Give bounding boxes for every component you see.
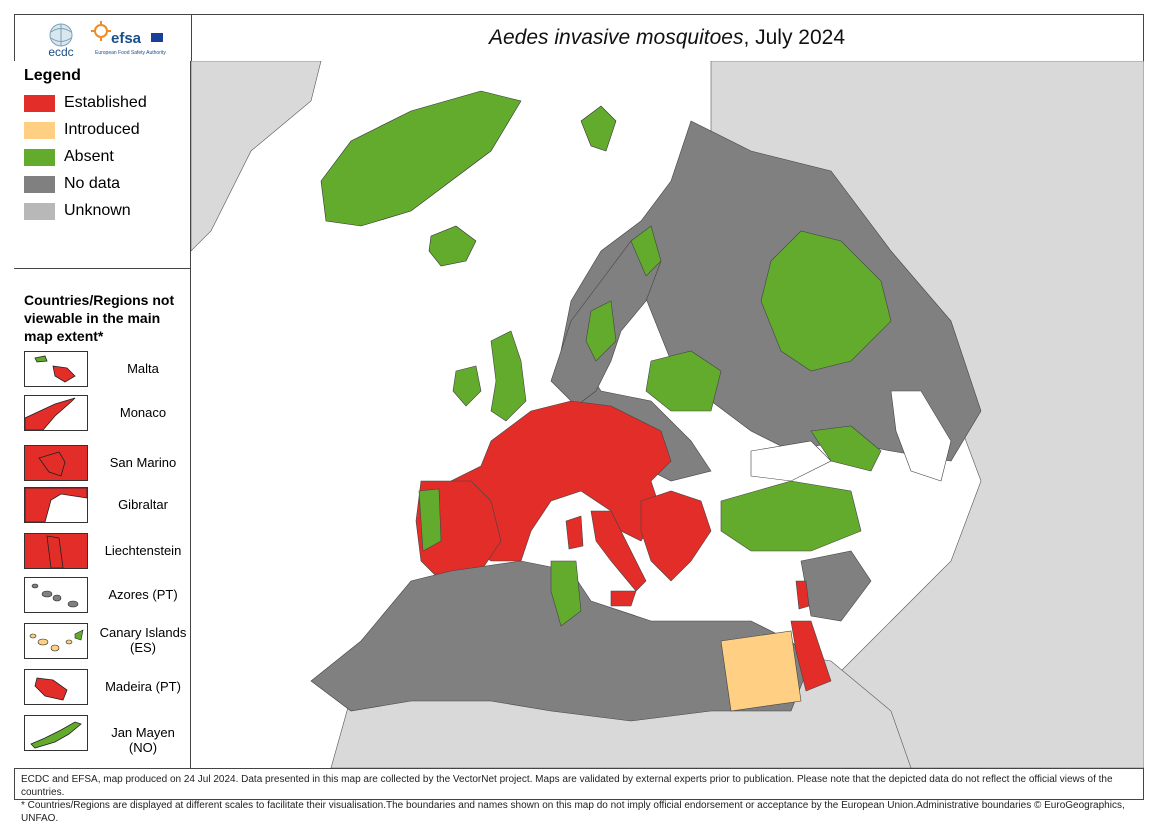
caspian-sea bbox=[890, 390, 952, 482]
madeira-shape-icon bbox=[34, 677, 68, 701]
map-title-italic: Aedes invasive mosquitoes bbox=[488, 26, 744, 49]
region-ireland bbox=[452, 365, 482, 407]
legend-item-absent: Absent bbox=[24, 148, 114, 166]
region-norway-north bbox=[630, 225, 662, 277]
main-map[interactable] bbox=[191, 61, 1144, 768]
legend-item-unknown: Unknown bbox=[24, 202, 131, 220]
gibraltar-shape-icon bbox=[24, 487, 88, 523]
ecdc-logo-text: ecdc bbox=[48, 45, 73, 59]
region-egypt-established bbox=[790, 620, 832, 692]
region-italy bbox=[590, 510, 647, 592]
legend-swatch-absent bbox=[24, 148, 55, 166]
map-svg bbox=[191, 61, 1144, 768]
inset-label-madeira: Madeira (PT) bbox=[105, 679, 181, 694]
footer-line-1: ECDC and EFSA, map produced on 24 Jul 20… bbox=[21, 774, 1113, 798]
region-levant bbox=[795, 580, 810, 610]
inset-malta bbox=[24, 351, 88, 387]
legend-swatch-introduced bbox=[24, 121, 55, 139]
legend-swatch-established bbox=[24, 94, 55, 112]
inset-jan-mayen bbox=[24, 715, 88, 751]
legend-item-no-data: No data bbox=[24, 175, 120, 193]
monaco-shape-icon bbox=[24, 397, 76, 431]
legend-label: Established bbox=[64, 94, 147, 111]
land-north-america bbox=[191, 61, 322, 252]
region-svalbard bbox=[580, 105, 617, 152]
azores-shape-icon bbox=[31, 583, 79, 608]
region-greenland bbox=[320, 90, 522, 227]
footer-line-2: * Countries/Regions are displayed at dif… bbox=[21, 800, 1125, 824]
inset-label-azores: Azores (PT) bbox=[108, 587, 178, 602]
legend-label: Unknown bbox=[64, 202, 131, 219]
legend-item-introduced: Introduced bbox=[24, 121, 140, 139]
legend-title: Legend bbox=[24, 67, 81, 84]
inset-monaco bbox=[24, 395, 88, 431]
legend-swatch-no-data bbox=[24, 175, 55, 193]
region-russia-absent bbox=[760, 230, 892, 372]
inset-label-malta: Malta bbox=[127, 361, 159, 376]
region-balkans bbox=[640, 490, 712, 582]
black-sea bbox=[750, 440, 832, 482]
inset-madeira bbox=[24, 669, 88, 705]
legend-panel: Legend Established Introduced Absent No … bbox=[14, 61, 191, 768]
region-sardinia bbox=[565, 515, 584, 550]
region-sweden bbox=[585, 300, 617, 362]
ecdc-efsa-logos: ecdc efsa European Food Safety Authority bbox=[48, 21, 166, 59]
region-portugal bbox=[418, 488, 442, 552]
region-turkey bbox=[720, 480, 862, 552]
region-caucasus bbox=[810, 425, 882, 472]
inset-label-gibraltar: Gibraltar bbox=[118, 497, 168, 512]
inset-label-liechtenstein: Liechtenstein bbox=[104, 543, 182, 558]
efsa-logo-subtext: European Food Safety Authority bbox=[95, 50, 166, 56]
footer-notes: ECDC and EFSA, map produced on 24 Jul 20… bbox=[14, 768, 1144, 824]
efsa-logo-text: efsa bbox=[111, 30, 142, 47]
inset-label-san-marino: San Marino bbox=[109, 455, 177, 470]
logos: ecdc efsa European Food Safety Authority bbox=[15, 15, 192, 61]
inset-label-monaco: Monaco bbox=[119, 405, 167, 420]
legend-divider bbox=[14, 268, 190, 269]
map-title-date: , July 2024 bbox=[743, 26, 846, 49]
canary-islands-shape-icon bbox=[29, 629, 84, 652]
inset-label-canary-islands: Canary Islands (ES) bbox=[99, 625, 187, 655]
inset-canary-islands bbox=[24, 623, 88, 659]
legend-swatch-unknown bbox=[24, 202, 55, 220]
region-egypt-introduced bbox=[720, 630, 802, 712]
region-north-africa bbox=[310, 560, 812, 722]
region-middle-east bbox=[800, 550, 872, 622]
inset-azores bbox=[24, 577, 88, 613]
map-title: Aedes invasive mosquitoes, July 2024 bbox=[191, 15, 1143, 61]
eu-flag-icon bbox=[151, 33, 163, 42]
inset-gibraltar bbox=[24, 487, 88, 523]
legend-label: No data bbox=[64, 175, 121, 192]
legend-label: Absent bbox=[64, 148, 114, 165]
ecdc-globe-icon bbox=[49, 23, 73, 47]
efsa-sun-icon bbox=[91, 21, 111, 41]
region-tunisia bbox=[550, 560, 582, 627]
legend-label: Introduced bbox=[64, 121, 140, 138]
inset-liechtenstein bbox=[24, 533, 88, 569]
liechtenstein-shape-icon bbox=[25, 534, 87, 569]
regions-title: Countries/Regions not viewable in the ma… bbox=[24, 292, 175, 344]
malta-shape-icon bbox=[34, 355, 76, 383]
region-iceland bbox=[428, 225, 477, 267]
legend-item-established: Established bbox=[24, 94, 147, 112]
inset-label-jan-mayen: Jan Mayen (NO) bbox=[111, 725, 175, 755]
region-poland-absent bbox=[645, 350, 722, 412]
region-sicily bbox=[610, 590, 637, 607]
san-marino-shape-icon bbox=[25, 446, 87, 480]
jan-mayen-shape-icon bbox=[30, 721, 82, 749]
region-great-britain bbox=[490, 330, 527, 422]
header: ecdc efsa European Food Safety Authority… bbox=[14, 14, 1144, 62]
inset-san-marino bbox=[24, 445, 88, 481]
